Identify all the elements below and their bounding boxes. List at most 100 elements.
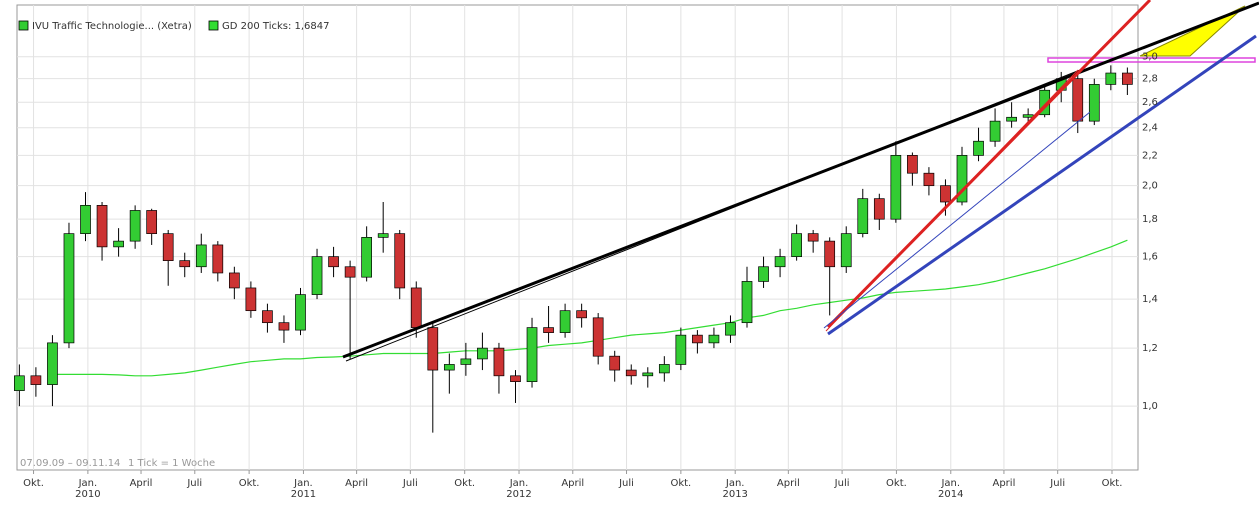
candle-body [543, 327, 554, 333]
candle-body [361, 237, 372, 278]
candle-body [460, 358, 472, 365]
candle-body [1072, 78, 1084, 122]
moving-average [52, 239, 1128, 377]
candle-body [443, 364, 455, 371]
candle-body [1006, 116, 1017, 122]
candle-body [725, 322, 736, 336]
candle-body [824, 240, 836, 268]
legend: IVU Traffic Technologie... (Xetra) GD 20… [18, 20, 330, 32]
y-tick-label: 2,4 [1142, 123, 1158, 134]
candle-body [510, 375, 521, 382]
trend-line [823, 111, 1091, 329]
x-tick-label: Jan. 2014 [938, 478, 963, 500]
x-tick-label: April [992, 478, 1015, 489]
y-tick-label: 3,0 [1142, 52, 1158, 63]
candle-body [774, 256, 786, 268]
candle-body [791, 233, 802, 257]
resistance-band [1047, 57, 1256, 63]
candle-body [592, 317, 604, 357]
candle-body [295, 294, 306, 331]
x-tick-label: Okt. [670, 478, 691, 489]
x-tick-label: Juli [834, 478, 850, 489]
candle-body [179, 260, 191, 268]
x-tick-label: April [130, 478, 153, 489]
candle-body [692, 334, 703, 344]
candle-body [526, 327, 538, 382]
x-tick-label: Okt. [23, 478, 44, 489]
candle-body [344, 266, 356, 278]
y-tick-label: 1,0 [1142, 401, 1158, 412]
candle-body [14, 375, 25, 391]
y-tick-label: 1,6 [1142, 252, 1158, 263]
candle-body [1088, 84, 1100, 122]
candle-body [228, 272, 240, 289]
candle-body [30, 375, 42, 385]
candle-body [642, 372, 654, 377]
x-tick-label: Juli [618, 478, 634, 489]
candle-body [311, 256, 323, 295]
x-tick-label: Juli [402, 478, 418, 489]
candles [14, 65, 1133, 433]
line-series [52, 239, 1128, 377]
candle-body [758, 266, 769, 282]
candle-body [576, 310, 587, 319]
candle-body [973, 140, 984, 156]
trend-line [827, 34, 1257, 336]
y-tick-label: 1,8 [1142, 214, 1158, 225]
candle-body [493, 347, 505, 377]
candle-body [741, 281, 753, 324]
candle-body [129, 210, 141, 242]
legend-label: IVU Traffic Technologie... (Xetra) [32, 21, 192, 32]
x-tick-label: April [345, 478, 368, 489]
trend-line [825, 69, 1079, 332]
candle-body [989, 120, 1001, 142]
candle-body [328, 256, 339, 268]
x-tick-label: April [561, 478, 584, 489]
candle-body [807, 233, 819, 242]
plot-area [16, 4, 1139, 471]
trend-line [826, 0, 1152, 329]
candle-body [245, 287, 257, 312]
candle-body [923, 172, 935, 187]
x-tick-label: April [777, 478, 800, 489]
candle-body [890, 155, 902, 220]
candle-body [840, 233, 852, 268]
candle-body [625, 369, 637, 377]
candle-body [873, 198, 885, 220]
candle-body [609, 355, 621, 371]
x-tick-label: Jan. 2012 [506, 478, 531, 500]
candle-body [907, 155, 918, 174]
candle-body [262, 310, 273, 324]
candle-body [658, 364, 670, 374]
legend-label: GD 200 Ticks: 1,6847 [222, 21, 330, 32]
candle-body [80, 205, 91, 234]
tick-info: 1 Tick = 1 Woche [128, 458, 215, 469]
legend-swatch [208, 20, 219, 31]
candle-body [410, 287, 422, 328]
trend-line [345, 69, 1081, 362]
candle-body [146, 210, 158, 234]
y-tick-label: 2,6 [1142, 97, 1158, 108]
x-tick-label: Juli [1049, 478, 1065, 489]
candle-body [1022, 114, 1034, 118]
x-tick-label: Okt. [886, 478, 907, 489]
candle-body [96, 205, 108, 248]
candle-body [195, 244, 207, 268]
legend-swatch [18, 20, 29, 31]
candle-body [559, 310, 571, 333]
range-label: 07.09.09 – 09.11.14 [20, 458, 120, 469]
x-tick-label: Jan. 2010 [75, 478, 100, 500]
candle-body [427, 327, 439, 371]
candle-body [708, 334, 720, 344]
x-tick-label: Jan. 2011 [291, 478, 316, 500]
candle-body [162, 233, 174, 261]
candle-body [477, 347, 488, 360]
y-tick-label: 2,2 [1142, 150, 1158, 161]
y-tick-label: 2,0 [1142, 181, 1158, 192]
x-tick-label: Okt. [239, 478, 260, 489]
candle-body [212, 244, 224, 274]
candle-body [47, 342, 58, 385]
x-tick-label: Okt. [1102, 478, 1123, 489]
candle-body [113, 240, 124, 248]
y-tick-label: 2,8 [1142, 74, 1158, 85]
